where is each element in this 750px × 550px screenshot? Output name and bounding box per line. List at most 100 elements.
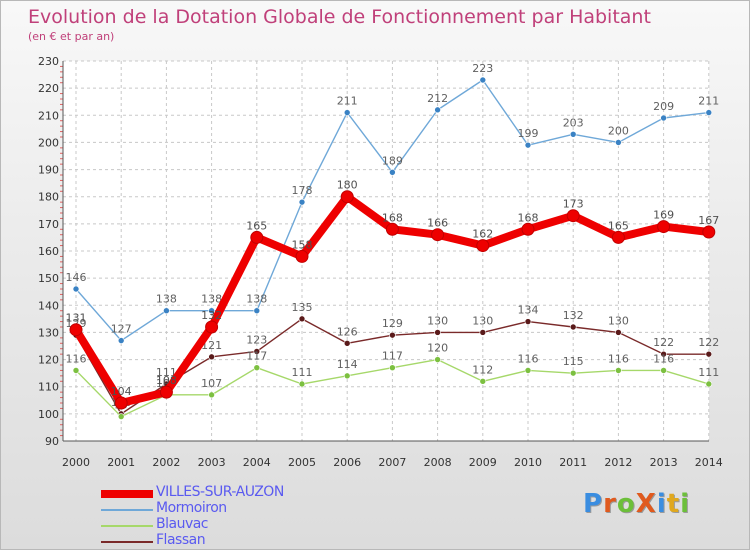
data-point (524, 367, 532, 374)
data-point (208, 307, 215, 315)
data-label: 123 (246, 333, 267, 346)
data-point (566, 209, 580, 223)
data-label: 134 (518, 304, 539, 317)
data-label: 116 (518, 352, 539, 365)
data-point (660, 350, 667, 358)
y-tick-label: 210 (38, 109, 59, 122)
data-point (611, 230, 625, 244)
legend-label: VILLES-SUR-AUZON (156, 484, 284, 500)
data-label: 138 (246, 293, 267, 306)
data-point (295, 249, 309, 263)
data-label: 135 (292, 301, 313, 314)
data-label: 129 (382, 317, 403, 330)
y-tick-label: 120 (38, 354, 59, 367)
proxiti-logo: ProXiti (583, 489, 691, 519)
data-point (524, 318, 532, 325)
data-label: 115 (563, 355, 584, 368)
data-label: 114 (337, 358, 358, 371)
data-label: 130 (608, 314, 629, 327)
data-label: 121 (201, 339, 222, 352)
data-label: 131 (66, 312, 87, 325)
data-point (163, 307, 170, 315)
x-tick-label: 2003 (198, 456, 226, 469)
data-label: 116 (608, 352, 629, 365)
data-label: 112 (472, 363, 493, 376)
data-label: 165 (246, 219, 267, 232)
data-label: 166 (427, 217, 448, 230)
data-label: 130 (472, 314, 493, 327)
data-point (72, 285, 80, 293)
data-point (660, 114, 667, 122)
data-label: 117 (246, 350, 267, 363)
data-point (117, 413, 125, 420)
y-tick-label: 170 (38, 218, 59, 231)
x-tick-label: 2010 (514, 456, 542, 469)
data-label: 122 (653, 336, 674, 349)
data-label: 127 (111, 323, 132, 336)
data-point (385, 222, 399, 236)
data-point (340, 190, 354, 204)
y-tick-label: 200 (38, 136, 59, 149)
data-label: 138 (201, 293, 222, 306)
legend-label: Mormoiron (156, 500, 227, 516)
x-tick-label: 2011 (559, 456, 587, 469)
data-point (705, 350, 713, 358)
y-tick-label: 100 (38, 408, 59, 421)
legend-swatch (101, 490, 153, 498)
data-label: 168 (382, 211, 403, 224)
x-tick-label: 2005 (288, 456, 316, 469)
data-point (208, 391, 215, 399)
data-label: 180 (337, 179, 358, 192)
data-label: 107 (201, 377, 222, 390)
data-point (569, 130, 577, 138)
data-label: 117 (382, 350, 403, 363)
data-label: 211 (698, 95, 719, 108)
data-label: 158 (292, 238, 313, 251)
data-point (705, 380, 713, 388)
data-point (615, 329, 622, 336)
data-label: 189 (382, 154, 403, 167)
data-label: 108 (156, 374, 177, 387)
data-point (114, 396, 128, 410)
data-point (521, 222, 535, 236)
data-point (159, 385, 173, 399)
data-point (72, 367, 80, 374)
x-tick-label: 2013 (650, 456, 678, 469)
legend-label: Blauvac (156, 516, 209, 532)
data-label: 116 (66, 352, 87, 365)
legend-label: Flassan (156, 532, 206, 548)
y-tick-label: 220 (38, 82, 59, 95)
data-label: 116 (653, 352, 674, 365)
data-label: 120 (427, 342, 448, 355)
data-label: 104 (111, 385, 132, 398)
data-label: 178 (292, 184, 313, 197)
y-tick-label: 160 (38, 245, 59, 258)
data-point (208, 353, 215, 361)
y-tick-label: 150 (38, 272, 59, 285)
data-label: 130 (427, 314, 448, 327)
y-tick-label: 140 (38, 299, 59, 312)
data-label: 111 (292, 366, 313, 379)
data-label: 165 (608, 219, 629, 232)
data-label: 122 (698, 336, 719, 349)
x-tick-label: 2007 (378, 456, 406, 469)
x-tick-label: 2001 (107, 456, 135, 469)
data-label: 162 (472, 228, 493, 241)
data-label: 223 (472, 62, 493, 75)
data-point (479, 377, 487, 385)
data-point (205, 320, 219, 334)
data-point (343, 372, 351, 380)
data-point (434, 356, 441, 363)
data-label: 199 (518, 127, 539, 140)
data-label: 203 (563, 116, 584, 129)
data-point (524, 141, 532, 149)
data-point (343, 109, 351, 116)
data-label: 132 (563, 309, 584, 322)
data-point (69, 323, 83, 337)
y-tick-label: 190 (38, 164, 59, 177)
data-point (434, 106, 441, 114)
data-point (253, 307, 261, 315)
data-point (479, 329, 487, 336)
data-point (253, 364, 261, 372)
